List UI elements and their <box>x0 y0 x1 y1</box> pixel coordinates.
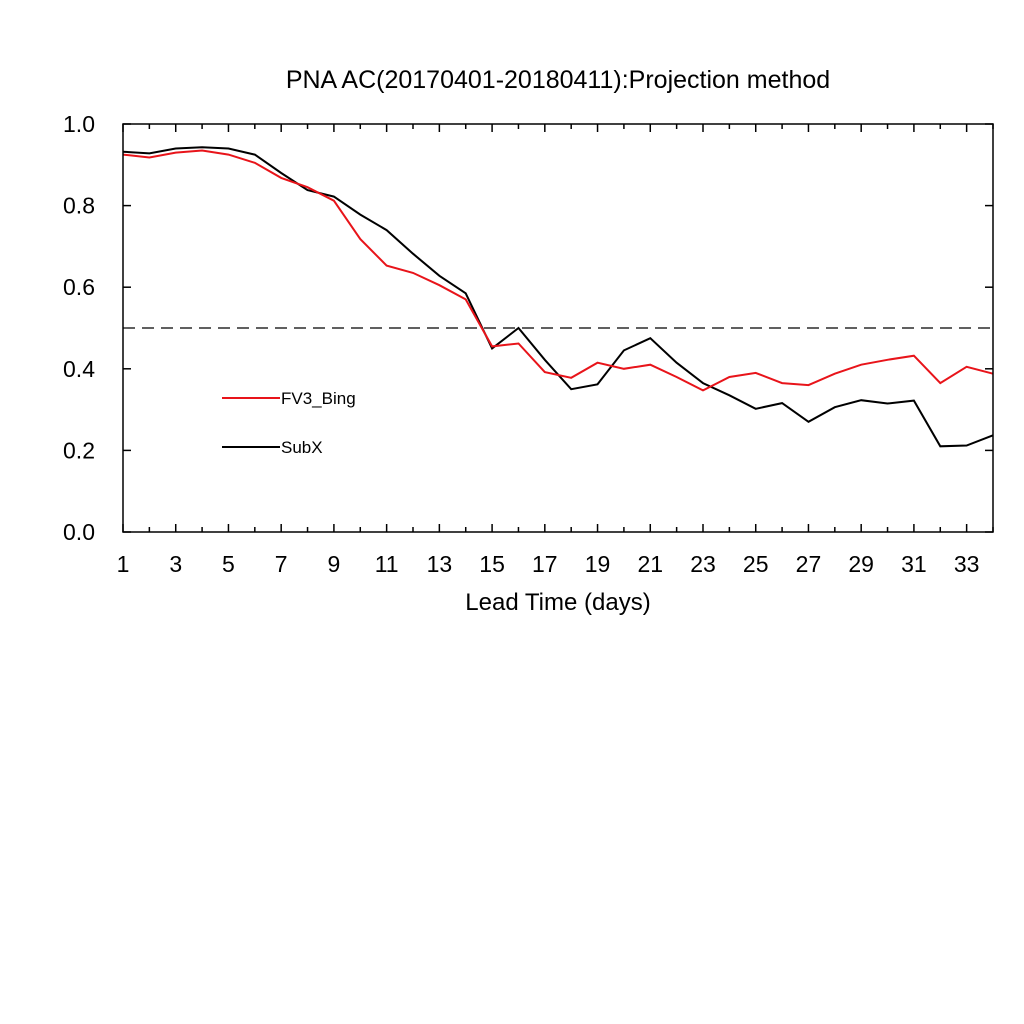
x-tick-label: 15 <box>479 551 505 577</box>
series-group <box>122 146 994 448</box>
x-tick-label: 5 <box>222 551 235 577</box>
x-axis: 1 3 5 7 9 11 13 15 17 19 21 23 25 27 29 31 33 <box>117 124 994 577</box>
y-tick-label: 0.6 <box>63 274 95 300</box>
x-tick-label: 31 <box>901 551 927 577</box>
x-tick-label: 29 <box>848 551 874 577</box>
x-tick-label: 33 <box>954 551 980 577</box>
y-tick-label: 1.0 <box>63 111 95 137</box>
x-tick-label: 1 <box>117 551 130 577</box>
legend: FV3_Bing SubX <box>222 389 356 457</box>
y-tick-label: 0.0 <box>63 519 95 545</box>
x-axis-label: Lead Time (days) <box>465 589 650 616</box>
chart-title: PNA AC(20170401-20180411):Projection met… <box>286 66 830 94</box>
x-tick-label: 17 <box>532 551 558 577</box>
series-line-subx <box>122 146 994 448</box>
x-tick-label: 27 <box>796 551 822 577</box>
x-tick-label: 21 <box>637 551 663 577</box>
y-tick-label: 0.4 <box>63 356 95 382</box>
y-axis: 0.0 0.2 0.4 0.6 0.8 1.0 <box>63 111 993 545</box>
legend-label: SubX <box>281 438 323 457</box>
y-tick-label: 0.8 <box>63 193 95 219</box>
series-line-fv3-bing <box>122 149 994 392</box>
x-tick-label: 13 <box>427 551 453 577</box>
x-tick-label: 7 <box>275 551 288 577</box>
y-tick-label: 0.2 <box>63 437 95 463</box>
plot-frame <box>122 123 994 533</box>
legend-label: FV3_Bing <box>281 389 356 408</box>
x-tick-label: 19 <box>585 551 611 577</box>
x-tick-label: 11 <box>375 551 399 577</box>
x-tick-label: 25 <box>743 551 769 577</box>
x-tick-label: 23 <box>690 551 716 577</box>
x-tick-label: 9 <box>328 551 341 577</box>
x-tick-label: 3 <box>169 551 182 577</box>
